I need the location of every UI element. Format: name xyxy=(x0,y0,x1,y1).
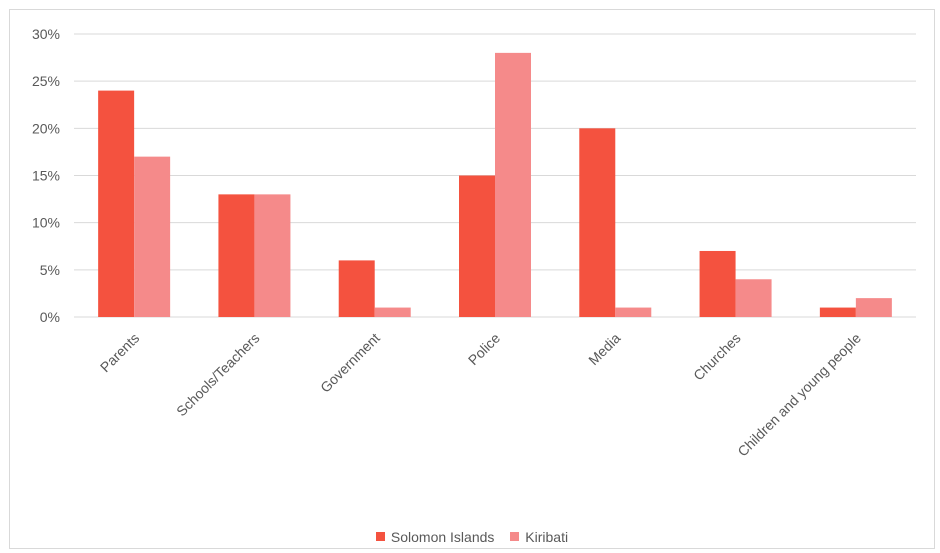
bar-series-1 xyxy=(819,307,856,317)
x-category-label: Government xyxy=(317,330,383,396)
legend-swatch-series-1 xyxy=(375,532,385,541)
bar-series-2 xyxy=(855,298,892,317)
bars xyxy=(98,52,892,317)
bar-series-1 xyxy=(338,260,375,317)
legend: Solomon Islands Kiribati xyxy=(10,528,934,545)
y-tick-label: 30% xyxy=(32,26,60,42)
y-tick-label: 5% xyxy=(40,262,60,278)
x-category-label: Schools/Teachers xyxy=(173,330,262,419)
bar-series-1 xyxy=(699,250,736,317)
bar-series-2 xyxy=(735,279,772,317)
y-tick-label: 15% xyxy=(32,168,60,184)
legend-label-series-1: Solomon Islands xyxy=(390,528,495,545)
legend-label-series-2: Kiribati xyxy=(525,528,569,545)
bar-series-1 xyxy=(98,90,135,317)
bar-series-1 xyxy=(579,128,616,317)
x-category-label: Media xyxy=(585,330,623,368)
bar-series-2 xyxy=(134,156,171,317)
y-tick-label: 10% xyxy=(32,215,60,231)
bar-series-2 xyxy=(495,52,531,317)
bar-series-2 xyxy=(615,307,652,317)
bar-series-1 xyxy=(459,175,495,317)
plot-area: 0% 5% 10% 15% 20% 25% 30% Parents Schools/Teach… xyxy=(32,26,916,460)
x-category-label: Police xyxy=(465,330,503,368)
legend-item-series-2: Kiribati xyxy=(510,529,568,545)
x-category-label: Children and young people xyxy=(734,330,864,460)
bar-series-2 xyxy=(254,194,291,317)
chart-area: 0% 5% 10% 15% 20% 25% 30% Parents Schools/Teach… xyxy=(9,9,935,549)
y-tick-label: 25% xyxy=(32,73,60,89)
legend-swatch-series-2 xyxy=(510,532,520,541)
y-tick-label: 20% xyxy=(32,120,60,136)
x-category-label: Churches xyxy=(690,330,744,384)
bar-series-1 xyxy=(218,194,255,317)
legend-item-series-1: Solomon Islands xyxy=(375,528,495,545)
bar-series-2 xyxy=(374,307,411,317)
y-axis-ticks: 0% 5% 10% 15% 20% 25% 30% xyxy=(32,26,60,325)
y-tick-label: 0% xyxy=(40,309,60,325)
x-axis-categories: Parents Schools/Teachers Government Police M… xyxy=(97,330,864,460)
x-category-label: Parents xyxy=(97,330,142,375)
